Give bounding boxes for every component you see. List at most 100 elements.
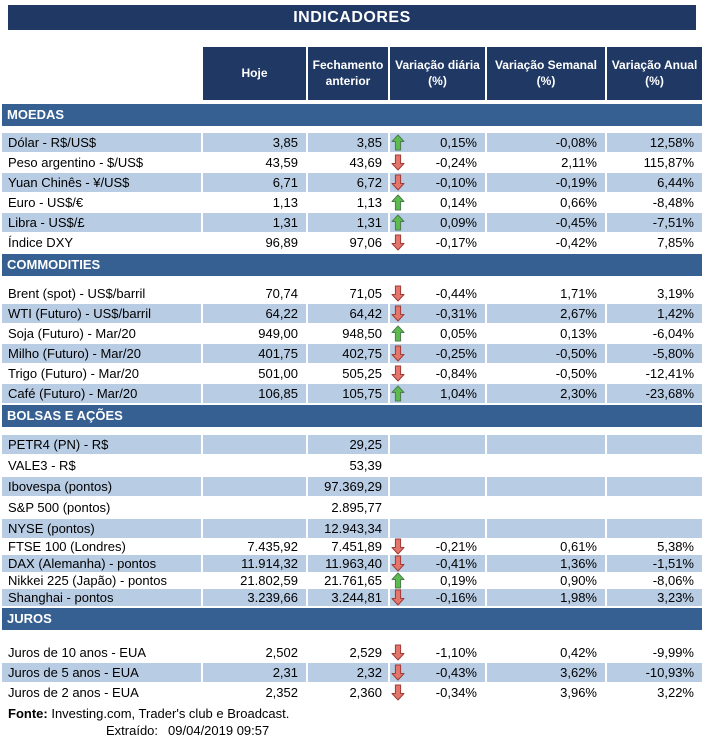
down-arrow-icon	[391, 365, 407, 382]
cell-variacao-diaria: 1,04%	[390, 384, 485, 403]
cell-variacao-semanal: 0,61%	[487, 538, 605, 555]
cell-variacao-semanal: 0,42%	[487, 643, 605, 662]
row-label: Café (Futuro) - Mar/20	[2, 384, 201, 403]
cell-variacao-semanal: -0,08%	[487, 133, 605, 152]
table-row-commodities-4: Milho (Futuro) - Mar/20 401,75 402,75 -0…	[2, 344, 702, 363]
column-header-2: Fechamento anterior	[308, 47, 388, 100]
cell-fechamento-anterior: 53,39	[308, 456, 388, 475]
cell-variacao-anual: -7,51%	[607, 213, 702, 232]
cell-variacao-diaria	[390, 477, 485, 496]
table-row-juros-3: Juros de 2 anos - EUA 2,352 2,360 -0,34%…	[2, 683, 702, 702]
variacao-diaria-value: 1,04%	[440, 386, 477, 401]
up-arrow-icon	[391, 214, 407, 231]
up-arrow-icon	[391, 134, 407, 151]
table-row-bolsas-9: Shanghai - pontos 3.239,66 3.244,81 -0,1…	[2, 589, 702, 606]
table-row-commodities-6: Café (Futuro) - Mar/20 106,85 105,75 1,0…	[2, 384, 702, 403]
cell-hoje	[203, 435, 306, 454]
cell-variacao-anual: 3,22%	[607, 683, 702, 702]
cell-fechamento-anterior: 97,06	[308, 233, 388, 252]
indicadores-report: INDICADORES Hoje Fechamento anterior Varia…	[0, 5, 704, 739]
cell-variacao-anual: -9,99%	[607, 643, 702, 662]
section-header-bolsas: BOLSAS E AÇÕES	[2, 405, 702, 427]
cell-variacao-semanal	[487, 519, 605, 538]
variacao-diaria-value: 0,05%	[440, 326, 477, 341]
down-arrow-icon	[391, 664, 407, 681]
variacao-diaria-value: 0,19%	[440, 573, 477, 588]
extracted-line: Extraído: 09/04/2019 09:57	[106, 722, 702, 739]
cell-variacao-semanal	[487, 498, 605, 517]
row-label: Brent (spot) - US$/barril	[2, 284, 201, 303]
cell-fechamento-anterior: 71,05	[308, 284, 388, 303]
cell-fechamento-anterior: 29,25	[308, 435, 388, 454]
source-line: Fonte: Investing.com, Trader's club e Br…	[2, 705, 702, 722]
row-label: VALE3 - R$	[2, 456, 201, 475]
cell-variacao-diaria: -0,25%	[390, 344, 485, 363]
down-arrow-icon	[391, 644, 407, 661]
header-spacer	[2, 47, 201, 100]
cell-fechamento-anterior: 6,72	[308, 173, 388, 192]
cell-variacao-anual: -8,06%	[607, 572, 702, 589]
variacao-diaria-value: -0,25%	[435, 346, 477, 361]
cell-variacao-diaria: -0,10%	[390, 173, 485, 192]
down-arrow-icon	[391, 234, 407, 251]
row-label: FTSE 100 (Londres)	[2, 538, 201, 555]
table-row-moedas-4: Euro - US$/€ 1,13 1,13 0,14% 0,66% -8,48…	[2, 193, 702, 212]
down-arrow-icon	[391, 285, 407, 302]
cell-hoje: 1,13	[203, 193, 306, 212]
column-header-row: Hoje Fechamento anterior Variação diária (…	[2, 47, 702, 100]
cell-variacao-semanal	[487, 435, 605, 454]
row-label: PETR4 (PN) - R$	[2, 435, 201, 454]
cell-hoje: 2,352	[203, 683, 306, 702]
variacao-diaria-value: -0,24%	[435, 155, 477, 170]
variacao-diaria-value: -0,21%	[435, 539, 477, 554]
row-label: Libra - US$/£	[2, 213, 201, 232]
cell-fechamento-anterior: 402,75	[308, 344, 388, 363]
cell-variacao-semanal: 2,11%	[487, 153, 605, 172]
cell-variacao-diaria: 0,15%	[390, 133, 485, 152]
cell-variacao-diaria: -0,41%	[390, 555, 485, 572]
cell-variacao-anual: 12,58%	[607, 133, 702, 152]
cell-fechamento-anterior: 64,42	[308, 304, 388, 323]
cell-variacao-diaria: -0,16%	[390, 589, 485, 606]
variacao-diaria-value: -1,10%	[435, 645, 477, 660]
row-label: Euro - US$/€	[2, 193, 201, 212]
table-row-moedas-3: Yuan Chinês - ¥/US$ 6,71 6,72 -0,10% -0,…	[2, 173, 702, 192]
cell-hoje: 501,00	[203, 364, 306, 383]
cell-hoje: 70,74	[203, 284, 306, 303]
table-row-moedas-2: Peso argentino - $/US$ 43,59 43,69 -0,24…	[2, 153, 702, 172]
cell-variacao-diaria: -0,21%	[390, 538, 485, 555]
cell-variacao-anual	[607, 498, 702, 517]
section-bolsas: BOLSAS E AÇÕES PETR4 (PN) - R$ 29,25 VAL…	[2, 405, 702, 606]
page-title: INDICADORES	[8, 5, 696, 30]
row-label: Trigo (Futuro) - Mar/20	[2, 364, 201, 383]
cell-hoje: 7.435,92	[203, 538, 306, 555]
cell-variacao-diaria	[390, 498, 485, 517]
cell-fechamento-anterior: 11.963,40	[308, 555, 388, 572]
row-label: Milho (Futuro) - Mar/20	[2, 344, 201, 363]
cell-hoje: 3,85	[203, 133, 306, 152]
cell-variacao-anual	[607, 477, 702, 496]
table-row-bolsas-4: S&P 500 (pontos) 2.895,77	[2, 498, 702, 517]
cell-variacao-diaria: 0,05%	[390, 324, 485, 343]
cell-variacao-anual: 1,42%	[607, 304, 702, 323]
cell-variacao-diaria: -0,44%	[390, 284, 485, 303]
cell-variacao-diaria: -1,10%	[390, 643, 485, 662]
variacao-diaria-value: -0,84%	[435, 366, 477, 381]
cell-hoje	[203, 519, 306, 538]
cell-variacao-diaria	[390, 456, 485, 475]
cell-variacao-diaria: -0,31%	[390, 304, 485, 323]
row-label: Shanghai - pontos	[2, 589, 201, 606]
column-header-3: Variação diária (%)	[390, 47, 485, 100]
extracted-value: 09/04/2019 09:57	[168, 723, 270, 738]
source-text: Investing.com, Trader's club e Broadcast…	[51, 706, 290, 721]
cell-variacao-semanal: -0,42%	[487, 233, 605, 252]
cell-variacao-diaria	[390, 519, 485, 538]
cell-fechamento-anterior: 948,50	[308, 324, 388, 343]
cell-variacao-anual: -5,80%	[607, 344, 702, 363]
variacao-diaria-value: -0,16%	[435, 590, 477, 605]
cell-variacao-diaria	[390, 435, 485, 454]
variacao-diaria-value: -0,44%	[435, 286, 477, 301]
footer: Fonte: Investing.com, Trader's club e Br…	[2, 705, 702, 739]
table-row-commodities-1: Brent (spot) - US$/barril 70,74 71,05 -0…	[2, 284, 702, 303]
cell-variacao-anual: -1,51%	[607, 555, 702, 572]
